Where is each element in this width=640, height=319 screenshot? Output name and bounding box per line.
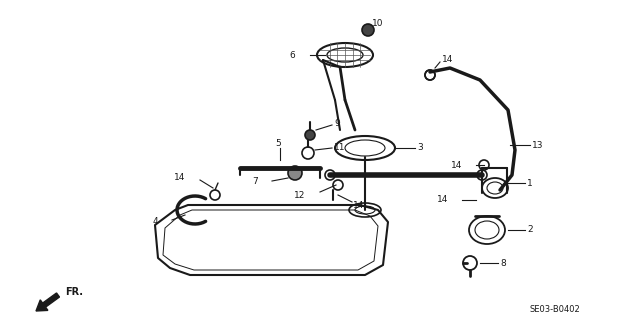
Text: 14: 14 — [442, 56, 453, 64]
Text: FR.: FR. — [65, 287, 83, 297]
FancyArrow shape — [36, 293, 60, 311]
Text: 9: 9 — [334, 118, 340, 128]
Text: 14: 14 — [353, 201, 364, 210]
Text: 14: 14 — [173, 173, 185, 182]
Text: 4: 4 — [152, 218, 158, 226]
Circle shape — [305, 130, 315, 140]
Text: 8: 8 — [500, 258, 506, 268]
Text: 13: 13 — [532, 140, 543, 150]
Text: 2: 2 — [527, 226, 532, 234]
Text: 11: 11 — [334, 144, 346, 152]
Text: 14: 14 — [451, 160, 462, 169]
Text: SE03-B0402: SE03-B0402 — [529, 306, 580, 315]
Circle shape — [288, 166, 302, 180]
Text: 10: 10 — [372, 19, 383, 28]
Text: 5: 5 — [275, 138, 281, 147]
Circle shape — [362, 24, 374, 36]
Text: 3: 3 — [417, 144, 423, 152]
Text: 14: 14 — [436, 196, 448, 204]
Text: 1: 1 — [527, 179, 532, 188]
Text: 12: 12 — [294, 191, 305, 201]
Text: 7: 7 — [252, 177, 258, 187]
Text: 6: 6 — [289, 50, 295, 60]
